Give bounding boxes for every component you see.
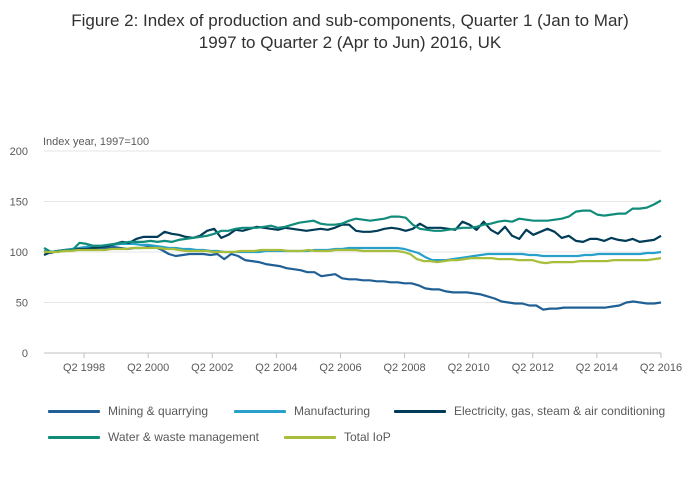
chart-title-line-2: 1997 to Quarter 2 (Apr to Jun) 2016, UK xyxy=(198,33,502,52)
y-tick-label: 100 xyxy=(10,247,28,259)
legend-swatch xyxy=(284,435,336,439)
x-tick-label: Q2 2000 xyxy=(127,362,169,374)
x-tick-label: Q2 2012 xyxy=(512,362,554,374)
legend-item[interactable]: Total IoP xyxy=(284,430,391,444)
legend-swatch xyxy=(394,409,446,413)
y-tick-label: 50 xyxy=(16,298,28,310)
y-axis-ticks: 0 50 100 150 200 xyxy=(10,146,28,360)
x-tick-label: Q2 2004 xyxy=(255,362,297,374)
x-tick-label: Q2 2014 xyxy=(576,362,618,374)
series-line-electricity-gas-steam-air-conditioning xyxy=(43,220,662,257)
legend-item[interactable]: Mining & quarrying xyxy=(48,404,208,418)
series-line-water-waste-management xyxy=(43,199,662,254)
legend-item[interactable]: Electricity, gas, steam & air conditioni… xyxy=(394,404,665,418)
legend-item[interactable]: Manufacturing xyxy=(234,404,370,418)
legend-swatch xyxy=(234,409,286,413)
legend-swatch xyxy=(48,435,100,439)
series-lines xyxy=(43,199,662,311)
x-tick-label: Q2 2008 xyxy=(383,362,425,374)
gridlines xyxy=(44,150,661,354)
legend-label: Water & waste management xyxy=(108,430,259,444)
x-axis-ticks: Q2 1998 Q2 2000 Q2 2002 Q2 2004 Q2 2006 Q2 20… xyxy=(63,353,682,374)
y-tick-label: 200 xyxy=(10,146,28,158)
chart-title: Figure 2: Index of production and sub-co… xyxy=(0,10,700,54)
y-tick-label: 0 xyxy=(22,348,28,360)
legend-item[interactable]: Water & waste management xyxy=(48,430,259,444)
x-tick-label: Q2 2002 xyxy=(191,362,233,374)
x-tick-label: Q2 1998 xyxy=(63,362,105,374)
legend-label: Mining & quarrying xyxy=(108,404,209,418)
x-tick-label: Q2 2006 xyxy=(319,362,361,374)
line-chart: 0 50 100 150 200 Q2 1998 Q2 2000 Q2 2002 Q2 200… xyxy=(10,146,682,374)
legend-label: Electricity, gas, steam & air conditioni… xyxy=(454,404,666,418)
legend-label: Total IoP xyxy=(344,430,391,444)
y-axis-label: Index year, 1997=100 xyxy=(43,136,150,148)
series-line-manufacturing xyxy=(44,242,662,262)
legend-swatch xyxy=(48,409,100,413)
y-tick-label: 150 xyxy=(10,197,28,209)
series-line-total-iop xyxy=(44,246,662,265)
chart-title-line-1: Figure 2: Index of production and sub-co… xyxy=(71,11,629,30)
x-tick-label: Q2 2016 xyxy=(640,362,682,374)
legend-label: Manufacturing xyxy=(294,404,371,418)
x-tick-label: Q2 2010 xyxy=(448,362,490,374)
